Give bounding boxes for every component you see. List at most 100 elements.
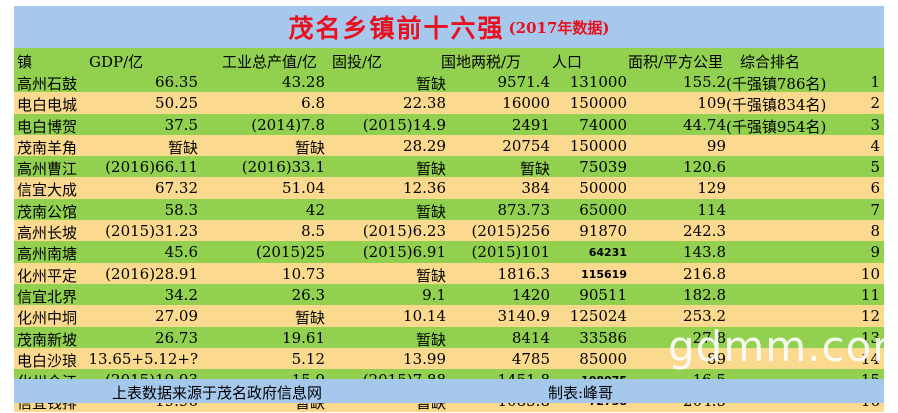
header-town: 镇 [17,53,33,71]
cell-industry: (2014)7.8 [251,115,325,134]
cell-town: 高州曹江 [17,160,78,179]
cell-population: 74000 [579,115,627,134]
cell-area: 155.2 [683,73,726,91]
table-row: 高州曹江 (2016)66.11 (2016)33.1 暂缺 暂缺 75039 120.6 5 [14,156,884,179]
cell-note: (千强镇786名) [726,75,827,93]
cell-area: 120.6 [683,158,726,177]
cell-tax: (2015)101 [471,243,550,262]
cell-area: 114 [697,200,726,219]
cell-town: 高州石鼓 [17,75,78,93]
cell-town: 茂南羊角 [17,138,78,157]
cell-tax: 20754 [502,136,550,155]
cell-gdp: (2016)28.91 [105,264,198,283]
cell-area: 129 [697,179,726,198]
cell-area: 44.74 [683,115,726,134]
cell-rank: 2 [870,94,880,113]
cell-investment: 13.99 [403,349,446,368]
cell-gdp: (2016)66.11 [105,158,198,177]
cell-area: 242.3 [683,222,726,241]
cell-gdp: 34.2 [164,285,198,304]
cell-gdp: 45.6 [164,243,198,262]
table-header: 镇 GDP/亿 工业总产值/亿 固投/亿 国地两税/万 人口 面积/平方公里 综… [14,48,884,71]
cell-area: 99 [706,136,726,155]
cell-investment: 暂缺 [415,266,446,285]
cell-tax: 暂缺 [519,160,550,179]
cell-rank: 4 [870,136,880,155]
page-subtitle: (2017年数据) [508,18,610,37]
cell-town: 高州南塘 [17,245,78,264]
header-rank: 综合排名 [740,53,801,71]
cell-population: 75039 [579,158,627,177]
cell-gdp: 58.3 [164,200,198,219]
cell-town: 信宜北界 [17,287,78,306]
cell-industry: 5.12 [291,349,325,368]
cell-area: 27.8 [692,328,726,347]
cell-area: 253.2 [683,307,726,326]
cell-gdp: 67.32 [155,179,198,198]
header-area: 面积/平方公里 [628,53,724,71]
cell-town: 茂南新坡 [17,330,78,349]
cell-gdp: 暂缺 [167,138,198,157]
cell-tax: 4785 [511,349,550,368]
table-row: 电白博贺 37.5 (2014)7.8 (2015)14.9 2491 74000 44.7… [14,113,884,136]
table-row: 信宜大成 67.32 51.04 12.36 384 50000 129 6 [14,177,884,199]
cell-tax: 2491 [511,115,550,134]
cell-area: 109 [697,94,726,113]
cell-rank: 1 [870,73,880,91]
cell-population: 85000 [579,349,627,368]
cell-population: 131000 [569,73,627,91]
cell-rank: 9 [870,243,880,262]
cell-industry: (2015)25 [256,243,325,262]
cell-rank: 11 [860,285,880,304]
cell-industry: 8.5 [301,222,325,241]
cell-area: 143.8 [683,243,726,262]
cell-rank: 6 [870,179,880,198]
cell-investment: 暂缺 [415,202,446,221]
cell-note: (千强镇954名) [726,117,827,136]
cell-rank: 5 [870,158,880,177]
cell-tax: 3140.9 [497,307,551,326]
cell-town: 高州长坡 [17,224,78,243]
footer-author: 制表:峰哥 [548,384,614,402]
cell-investment: (2015)6.91 [362,243,446,262]
cell-town: 化州中垌 [17,309,78,328]
table-row: 高州长坡 (2015)31.23 8.5 (2015)6.23 (2015)256 918… [14,220,884,243]
cell-investment: 28.29 [403,136,446,155]
cell-tax: (2015)256 [471,222,550,241]
header-investment: 固投/亿 [332,53,383,71]
cell-tax: 8414 [511,328,550,347]
cell-gdp: 37.5 [164,115,198,134]
table-row: 高州南塘 45.6 (2015)25 (2015)6.91 (2015)101 64231… [14,241,884,264]
cell-rank: 3 [870,115,880,134]
cell-industry: 暂缺 [294,309,325,328]
cell-rank: 10 [860,264,880,283]
cell-population: 115619 [581,267,627,281]
cell-tax: 9571.4 [497,73,551,91]
table-row: 高州石鼓 66.35 43.28 暂缺 9571.4 131000 155.2 (千强镇786… [14,71,884,93]
cell-investment: 22.38 [403,94,446,113]
page-title: 茂名乡镇前十六强 [288,14,505,43]
cell-tax: 1816.3 [497,264,551,283]
table-row: 信宜北界 34.2 26.3 9.1 1420 90511 182.8 11 [14,283,884,306]
cell-investment: 暂缺 [415,330,446,349]
cell-industry: 26.3 [291,285,325,304]
ranking-table: 茂名乡镇前十六强 (2017年数据) 镇 GDP/亿 工业总产值/亿 固投/亿 … [14,6,884,412]
cell-investment: 暂缺 [415,160,446,179]
cell-investment: (2015)14.9 [362,115,446,134]
header-gdp: GDP/亿 [89,53,144,71]
cell-town: 电白博贺 [17,117,78,136]
cell-rank: 14 [860,349,880,368]
footer-source: 上表数据来源于茂名政府信息网 [112,384,323,402]
table-row: 电白沙琅 13.65+5.12+? 5.12 13.99 4785 85000 89 14 [14,347,884,370]
cell-industry: 19.61 [282,328,325,347]
header-tax: 国地两税/万 [441,53,522,71]
header-industry: 工业总产值/亿 [222,53,318,71]
cell-industry: 10.73 [282,264,325,283]
cell-gdp: 27.09 [155,307,198,326]
cell-population: 150000 [569,94,627,113]
cell-rank: 8 [870,222,880,241]
cell-population: 64231 [588,246,627,260]
cell-tax: 1420 [511,285,550,304]
table-row: 化州中垌 27.09 暂缺 10.14 3140.9 125024 253.2 12 [14,305,884,328]
cell-tax: 16000 [502,94,550,113]
